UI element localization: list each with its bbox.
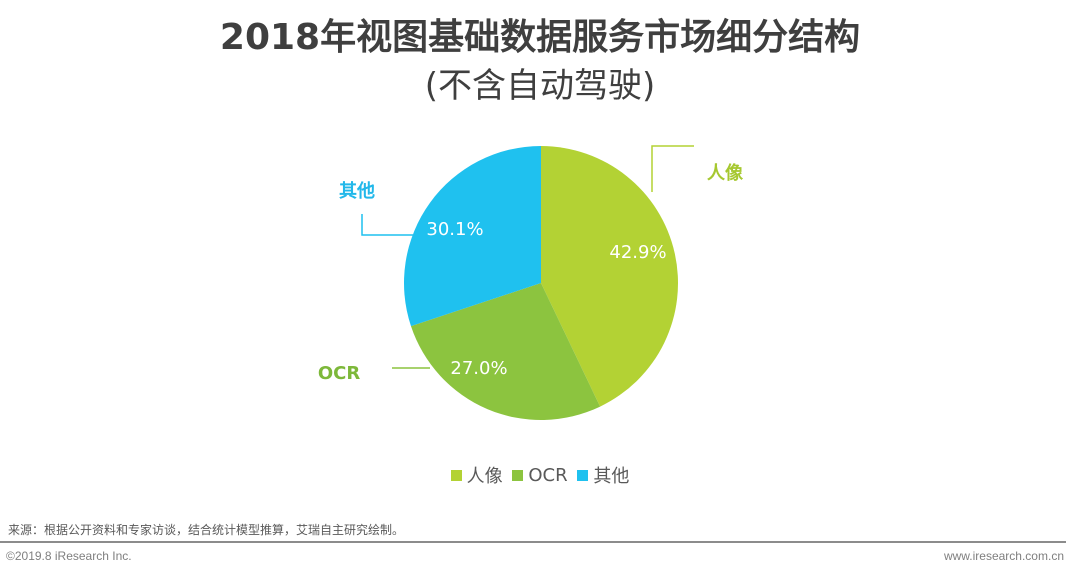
- value-label-other: 30.1%: [426, 219, 483, 240]
- value-label-portrait: 42.9%: [609, 242, 666, 263]
- chart-title: 2018年视图基础数据服务市场细分结构: [219, 17, 861, 58]
- legend-swatch-icon: [450, 469, 462, 481]
- pie-slice-0: [541, 146, 678, 407]
- legend-item-portrait: 人像: [450, 462, 503, 488]
- category-label-other: 其他: [339, 180, 375, 202]
- legend-label: OCR: [528, 464, 568, 486]
- legend-item-ocr: OCR: [512, 464, 568, 486]
- chart-subtitle: (不含自动驾驶): [424, 66, 656, 106]
- pie-slice-1: [410, 283, 601, 420]
- website-link[interactable]: www.iresearch.com.cn: [943, 549, 1064, 563]
- category-label-ocr: OCR: [318, 363, 361, 384]
- legend-label: 人像: [466, 466, 503, 487]
- legend-item-other: 其他: [577, 462, 629, 488]
- source-note: 来源：根据公开资料和专家访谈，结合统计模型推算，艾瑞自主研究绘制。: [8, 523, 405, 537]
- footer-divider: [0, 541, 1066, 543]
- pie-slices: [403, 146, 678, 420]
- legend-label: 其他: [593, 466, 630, 487]
- copyright: ©2019.8 iResearch Inc.: [6, 549, 132, 563]
- leader-line-portrait: [651, 145, 694, 192]
- leader-line-other: [361, 214, 413, 236]
- legend-swatch-icon: [577, 469, 589, 481]
- legend-swatch-icon: [512, 469, 524, 481]
- chart-legend: 人像 OCR 其他: [0, 462, 1080, 488]
- value-label-ocr: 27.0%: [450, 358, 507, 379]
- category-label-portrait: 人像: [707, 163, 744, 184]
- pie-slice-2: [403, 146, 541, 327]
